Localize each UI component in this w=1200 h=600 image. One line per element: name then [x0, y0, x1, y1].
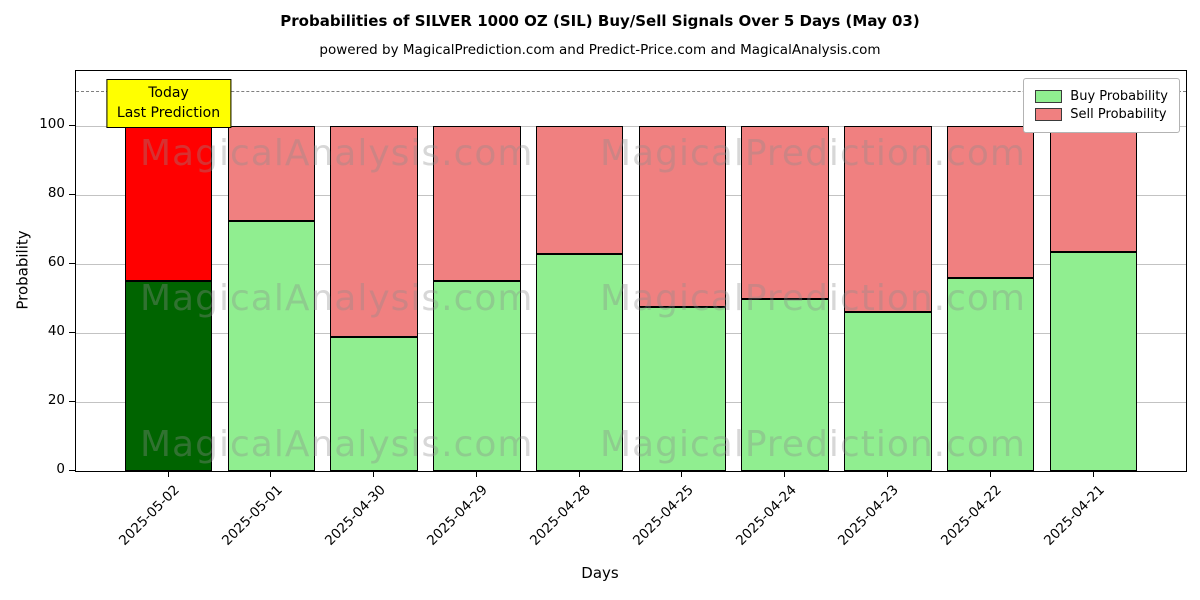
legend-item-sell: Sell Probability [1035, 107, 1168, 122]
x-tick-mark [1092, 471, 1094, 477]
y-axis-label: Probability [14, 230, 33, 310]
sell-bar-segment [433, 126, 521, 282]
sell-bar-segment [947, 126, 1035, 278]
x-tick-mark [167, 471, 169, 477]
x-tick-mark [989, 471, 991, 477]
y-tick-mark [69, 470, 75, 471]
buy-bar-segment [227, 221, 315, 471]
x-tick-label: 2025-04-25 [629, 482, 697, 549]
y-tick-mark [69, 332, 75, 334]
buy-bar-segment [535, 253, 624, 471]
sell-bar-segment [330, 126, 418, 337]
threshold-dashed-line [76, 90, 1186, 92]
buy-bar-segment [638, 307, 727, 471]
legend-label-sell: Sell Probability [1070, 107, 1167, 122]
buy-bar-segment [741, 298, 829, 471]
sell-bar-segment [124, 126, 213, 282]
y-tick-label: 20 [47, 392, 65, 409]
annotation-line-1: Today [148, 85, 189, 101]
legend-item-buy: Buy Probability [1035, 89, 1168, 104]
chart-title: Probabilities of SILVER 1000 OZ (SIL) Bu… [280, 12, 920, 30]
legend: Buy Probability Sell Probability [1023, 78, 1180, 133]
x-tick-label: 2025-04-24 [732, 482, 800, 549]
sell-bar-segment [741, 126, 829, 299]
x-tick-label: 2025-04-23 [835, 482, 903, 549]
x-tick-label: 2025-05-01 [218, 482, 286, 549]
y-tick-label: 0 [56, 461, 65, 477]
y-gridline [76, 332, 1186, 334]
buy-bar-segment [947, 277, 1035, 471]
x-axis-label: Days [581, 564, 619, 582]
x-tick-mark [578, 471, 580, 477]
x-tick-mark [373, 471, 375, 477]
sell-bar-segment [844, 126, 932, 313]
x-tick-label: 2025-04-28 [527, 482, 594, 549]
sell-bar-segment [638, 126, 727, 308]
sell-bar-segment [1049, 126, 1138, 253]
y-tick-mark [69, 401, 75, 403]
x-tick-label: 2025-04-29 [424, 482, 492, 549]
x-tick-mark [784, 471, 786, 477]
y-gridline [76, 263, 1186, 265]
y-gridline [76, 401, 1186, 403]
buy-bar-segment [1049, 252, 1138, 471]
annotation-line-2: Last Prediction [116, 105, 221, 122]
sell-bar-segment [535, 126, 624, 254]
y-tick-mark [69, 194, 75, 196]
chart-subtitle: powered by MagicalPrediction.com and Pre… [319, 42, 881, 58]
y-tick-mark [69, 263, 75, 265]
buy-bar-segment [844, 312, 932, 471]
buy-bar-segment [124, 281, 213, 471]
legend-label-buy: Buy Probability [1070, 89, 1168, 104]
x-tick-label: 2025-05-02 [116, 482, 183, 549]
x-tick-mark [886, 471, 888, 477]
x-tick-label: 2025-04-22 [938, 482, 1006, 549]
buy-probability-swatch [1035, 90, 1063, 103]
x-tick-mark [681, 471, 683, 477]
sell-bar-segment [227, 126, 315, 221]
y-tick-mark [69, 125, 75, 127]
x-tick-mark [475, 471, 477, 477]
y-tick-label: 40 [47, 323, 65, 340]
x-tick-label: 2025-04-21 [1041, 482, 1108, 549]
y-tick-label: 60 [47, 254, 65, 271]
x-tick-mark [270, 471, 272, 477]
y-tick-label: 100 [39, 116, 65, 133]
y-tick-label: 80 [47, 185, 65, 202]
sell-probability-swatch [1035, 108, 1063, 121]
plot-area: Today Last Prediction Buy Probability Se… [75, 70, 1187, 472]
y-gridline [76, 194, 1186, 196]
buy-bar-segment [433, 281, 521, 471]
x-tick-label: 2025-04-30 [321, 482, 389, 549]
y-gridline [76, 125, 1186, 127]
today-annotation: Today Last Prediction [105, 79, 232, 128]
buy-bar-segment [330, 336, 418, 471]
